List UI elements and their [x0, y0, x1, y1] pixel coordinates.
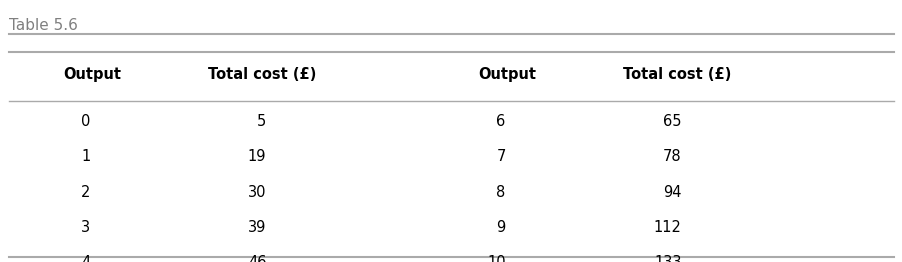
Text: 19: 19	[248, 149, 266, 164]
Text: 39: 39	[248, 220, 266, 235]
Text: Total cost (£): Total cost (£)	[207, 67, 316, 82]
Text: 1: 1	[81, 149, 90, 164]
Text: 65: 65	[663, 114, 681, 129]
Text: 6: 6	[496, 114, 505, 129]
Text: 30: 30	[248, 185, 266, 200]
Text: Output: Output	[63, 67, 121, 82]
Text: 0: 0	[81, 114, 90, 129]
Text: 5: 5	[257, 114, 266, 129]
Text: 7: 7	[496, 149, 505, 164]
Text: 8: 8	[496, 185, 505, 200]
Text: 9: 9	[496, 220, 505, 235]
Text: Output: Output	[478, 67, 536, 82]
Text: 133: 133	[654, 255, 681, 262]
Text: 10: 10	[486, 255, 505, 262]
Text: 94: 94	[663, 185, 681, 200]
Text: Table 5.6: Table 5.6	[9, 18, 78, 33]
Text: 3: 3	[81, 220, 90, 235]
Text: 46: 46	[248, 255, 266, 262]
Text: 112: 112	[653, 220, 681, 235]
Text: 78: 78	[662, 149, 681, 164]
Text: 2: 2	[81, 185, 90, 200]
Text: Total cost (£): Total cost (£)	[622, 67, 731, 82]
Text: 4: 4	[81, 255, 90, 262]
